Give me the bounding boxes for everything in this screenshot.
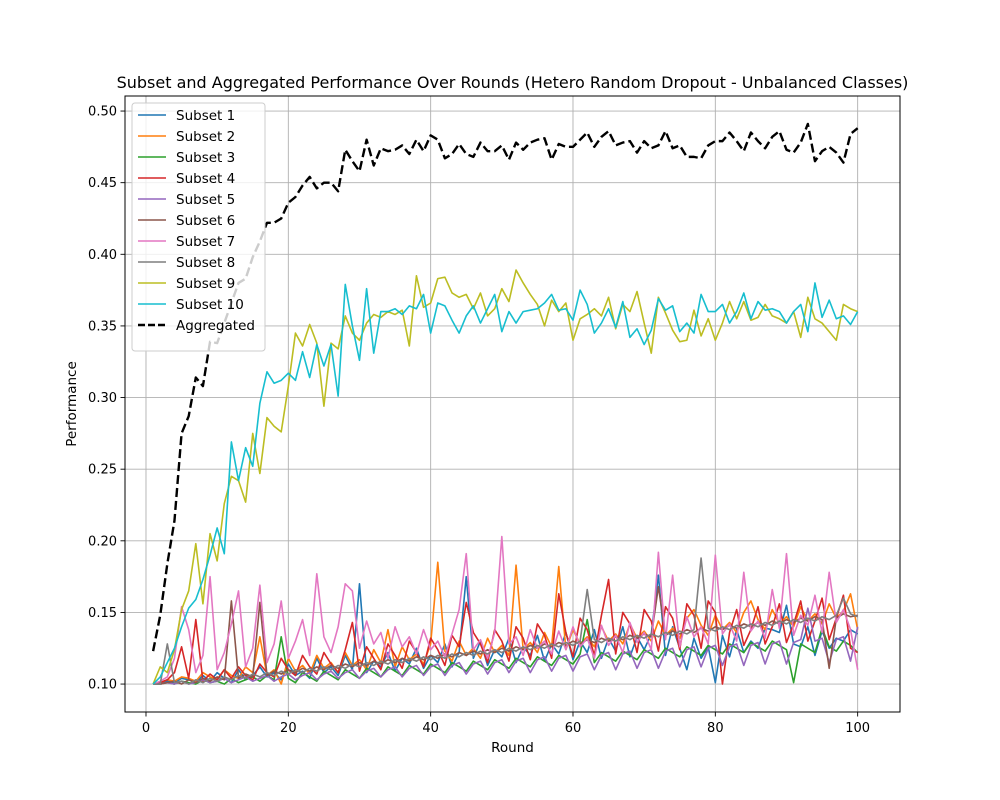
series-line-8 bbox=[153, 557, 858, 685]
legend-box bbox=[131, 102, 266, 352]
x-tick-label: 40 bbox=[422, 721, 439, 736]
x-tick-label: 80 bbox=[707, 721, 724, 736]
series-lines bbox=[151, 122, 859, 685]
legend-label: Subset 1 bbox=[176, 108, 235, 124]
y-tick-label: 0.25 bbox=[88, 463, 117, 478]
plot-frame bbox=[124, 95, 901, 713]
y-tick-label: 0.40 bbox=[88, 248, 117, 263]
legend-label: Subset 9 bbox=[176, 276, 235, 292]
legend-label: Subset 7 bbox=[176, 234, 235, 250]
legend-label: Subset 10 bbox=[176, 297, 244, 313]
y-tick-label: 0.35 bbox=[88, 319, 117, 334]
legend-label: Subset 5 bbox=[176, 192, 235, 208]
series-line-9 bbox=[152, 269, 858, 685]
x-tick-label: 0 bbox=[142, 721, 150, 736]
legend-label: Aggregated bbox=[176, 318, 255, 334]
series-line-10 bbox=[152, 282, 859, 685]
y-axis-label: Performance bbox=[64, 361, 80, 447]
x-tick-label: 20 bbox=[280, 721, 297, 736]
y-tick-label: 0.45 bbox=[88, 176, 117, 191]
y-tick-label: 0.20 bbox=[88, 534, 117, 549]
series-line-11 bbox=[151, 122, 859, 652]
grid-lines bbox=[125, 96, 900, 712]
y-tick-label: 0.50 bbox=[88, 105, 117, 120]
legend-label: Subset 3 bbox=[176, 150, 235, 166]
legend-label: Subset 6 bbox=[176, 213, 235, 229]
legend: Subset 1 Subset 2 Subset 3 Subset 4 Subset 5… bbox=[131, 102, 266, 352]
x-tick-label: 60 bbox=[565, 721, 582, 736]
chart-title: Subset and Aggregated Performance Over R… bbox=[117, 73, 909, 92]
y-tick-label: 0.30 bbox=[88, 391, 117, 406]
y-tick-label: 0.10 bbox=[88, 678, 117, 693]
series-line-7 bbox=[152, 535, 859, 685]
y-tick-label: 0.15 bbox=[88, 606, 117, 621]
axis-ticks: 0 20 40 60 80 100 0.10 0.15 0.20 0.25 0.30 0.35 0.40… bbox=[88, 105, 870, 736]
series-line-5 bbox=[153, 607, 859, 685]
legend-label: Subset 4 bbox=[176, 171, 235, 187]
legend-label: Subset 2 bbox=[176, 129, 235, 145]
legend-label: Subset 8 bbox=[176, 255, 235, 271]
x-tick-label: 100 bbox=[845, 721, 870, 736]
x-axis-label: Round bbox=[491, 740, 534, 756]
